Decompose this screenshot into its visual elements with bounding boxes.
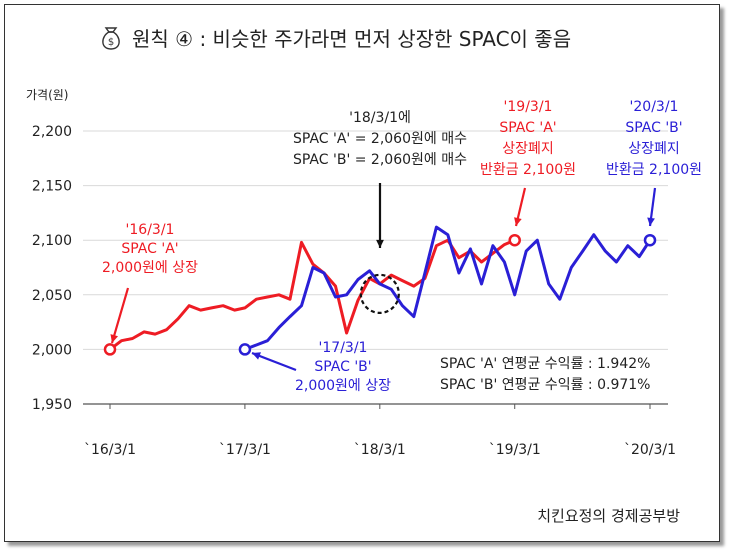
svg-text:$: $ (108, 37, 114, 48)
y-tick-label: 2,100 (32, 233, 72, 249)
x-tick-label: `19/3/1 (489, 442, 541, 458)
annotation-b-listing: '17/3/1 (319, 340, 368, 356)
point-marker-b (238, 343, 252, 356)
x-tick-label: `20/3/1 (624, 442, 676, 458)
annotation-a-listing: 2,000원에 상장 (102, 260, 198, 276)
annotation-arrow-buy-head (376, 239, 384, 248)
annotation-arrow-a-listing (110, 287, 130, 344)
annotation-arrow-a-delist-head (514, 217, 522, 226)
point-marker-a (508, 233, 521, 247)
y-tick-label: 1,950 (32, 397, 72, 413)
money-bag-icon: $ (102, 27, 120, 50)
title-area: $ 원칙 ④ : 비슷한 주가라면 먼저 상장한 SPAC이 좋음 (96, 22, 571, 52)
annotation-b-listing: SPAC 'B' (314, 359, 371, 375)
annotation-a-delist: 반환금 2,100원 (480, 162, 576, 178)
annotation-b-delist: 상장폐지 (628, 141, 680, 157)
annotation-a-delist: '19/3/1 (504, 99, 553, 115)
annotation-buy: SPAC 'B' = 2,060원에 매수 (293, 152, 467, 168)
annotation-arrow-b-listing-head (252, 352, 261, 360)
chart-frame (4, 4, 720, 542)
annotation-returns: SPAC 'B' 연평균 수익률 : 0.971% (440, 377, 650, 393)
x-tick-label: `18/3/1 (354, 442, 406, 458)
point-marker-b (643, 233, 657, 247)
y-tick-label: 2,150 (32, 179, 72, 195)
series-line-b (243, 225, 652, 351)
y-tick-label: 2,050 (32, 288, 72, 304)
annotation-b-delist: 반환금 2,100원 (606, 162, 702, 178)
annotation-b-delist: SPAC 'B' (625, 120, 682, 136)
annotation-a-listing: '16/3/1 (126, 222, 175, 238)
annotation-buy: SPAC 'A' = 2,060원에 매수 (293, 131, 467, 147)
point-marker-a (103, 343, 117, 356)
annotation-a-delist: 상장폐지 (502, 141, 554, 157)
y-tick-label: 2,200 (32, 124, 72, 140)
annotation-arrow-b-delist-head (647, 217, 655, 226)
footer-credit: 치킨요정의 경제공부방 (537, 507, 680, 525)
annotation-b-listing: 2,000원에 상장 (295, 378, 391, 394)
x-tick-label: `17/3/1 (219, 442, 271, 458)
x-tick-label: `16/3/1 (84, 442, 136, 458)
annotation-a-listing: SPAC 'A' (121, 241, 178, 257)
annotation-b-delist: '20/3/1 (630, 99, 679, 115)
annotation-arrow-a-listing-head (110, 334, 118, 343)
annotation-returns: SPAC 'A' 연평균 수익률 : 1.942% (440, 356, 650, 372)
series-line-a (108, 238, 517, 351)
buy-highlight-circle (359, 273, 400, 314)
y-axis-label: 가격(원) (26, 88, 69, 102)
annotation-a-delist: SPAC 'A' (499, 120, 556, 136)
annotation-buy: '18/3/1에 (349, 110, 411, 126)
y-tick-label: 2,000 (32, 342, 72, 358)
page-title: 원칙 ④ : 비슷한 주가라면 먼저 상장한 SPAC이 좋음 (132, 26, 572, 51)
